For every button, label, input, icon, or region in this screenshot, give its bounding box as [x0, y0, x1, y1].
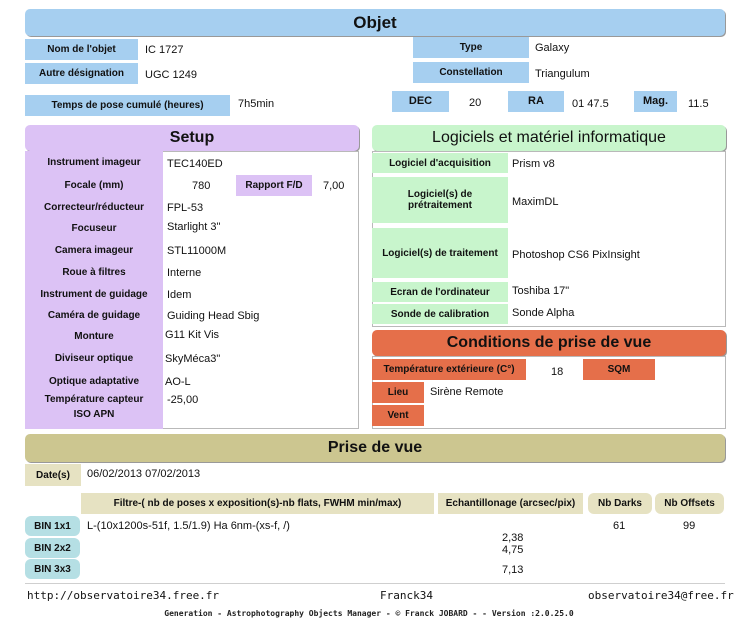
constellation-value: Triangulum — [535, 68, 590, 80]
constellation-label: Constellation — [413, 62, 529, 83]
setup-value: Guiding Head Sbig — [167, 310, 260, 322]
rapport-fd-value: 7,00 — [323, 180, 345, 192]
bin-3x3-label: BIN 3x3 — [25, 559, 80, 579]
setup-label: Focuseur — [71, 222, 117, 234]
logiciel-value: Photoshop CS6 PixInsight — [512, 249, 640, 261]
setup-value: G11 Kit Vis — [165, 329, 220, 341]
setup-value: 780 — [192, 180, 211, 192]
temperature-exterieure-label: Température extérieure (C°) — [372, 359, 526, 380]
prise-de-vue-header: Prise de vue — [25, 434, 725, 462]
setup-label: Optique adaptative — [48, 375, 139, 387]
temps-pose-value: 7h5min — [238, 98, 275, 110]
setup-label: ISO APN — [73, 408, 115, 420]
dates-value: 06/02/2013 07/02/2013 — [87, 468, 201, 480]
logiciel-label: Logiciel d'acquisition — [372, 153, 508, 173]
setup-value: Starlight 3" — [167, 221, 221, 233]
type-label: Type — [413, 37, 529, 58]
col-nb-offsets-header: Nb Offsets — [655, 493, 724, 514]
autre-designation-label: Autre désignation — [25, 63, 138, 84]
type-value: Galaxy — [535, 42, 570, 54]
footer-author: Franck34 — [380, 589, 433, 602]
conditions-header: Conditions de prise de vue — [372, 330, 726, 356]
dec-label: DEC — [392, 91, 449, 112]
setup-value: SkyMéca3" — [165, 353, 221, 365]
mag-label: Mag. — [634, 91, 677, 112]
bin-1x1-label: BIN 1x1 — [25, 516, 80, 536]
setup-label: Roue à filtres — [62, 266, 126, 278]
setup-label: Monture — [74, 330, 114, 342]
setup-value: -25,00 — [167, 394, 199, 406]
col-echantillonnage-header: Echantillonage (arcsec/pix) — [438, 493, 583, 514]
rapport-fd-label: Rapport F/D — [236, 175, 312, 196]
filtre-value: L-(10x1200s-51f, 1.5/1.9) Ha 6nm-(xs-f, … — [87, 520, 290, 532]
logiciel-label: Logiciel(s) de prétraitement — [372, 177, 508, 223]
setup-header: Setup — [25, 125, 359, 151]
dec-value: 20 — [469, 97, 482, 109]
col-nb-darks-header: Nb Darks — [588, 493, 652, 514]
footer-website-link[interactable]: http://observatoire34.free.fr — [27, 589, 220, 602]
logiciel-label: Ecran de l'ordinateur — [372, 282, 508, 302]
logiciel-label: Sonde de calibration — [372, 304, 508, 324]
logiciels-header: Logiciels et matériel informatique — [372, 125, 726, 151]
objet-header: Objet — [25, 9, 725, 36]
bin-2x2-label: BIN 2x2 — [25, 538, 80, 558]
ra-label: RA — [508, 91, 564, 112]
setup-label: Correcteur/réducteur — [43, 201, 145, 213]
nom-objet-value: IC 1727 — [145, 44, 184, 56]
footer-divider — [25, 583, 725, 584]
setup-label: Camera imageur — [54, 244, 134, 256]
echantillonnage-2x2: 4,75 — [502, 544, 524, 556]
setup-label: Caméra de guidage — [47, 309, 141, 321]
echantillonnage-3x3: 7,13 — [502, 564, 524, 576]
autre-designation-value: UGC 1249 — [145, 69, 197, 81]
nb-darks-value: 61 — [613, 520, 626, 532]
logiciel-value: Toshiba 17" — [512, 285, 570, 297]
logiciel-label: Logiciel(s) de traitement — [372, 228, 508, 278]
setup-value: Idem — [167, 289, 192, 301]
setup-label: Diviseur optique — [54, 352, 134, 364]
dates-label: Date(s) — [25, 464, 81, 486]
setup-label-column — [25, 151, 163, 429]
vent-label: Vent — [372, 405, 424, 426]
setup-value: STL11000M — [167, 245, 227, 257]
footer-email-link[interactable]: observatoire34@free.fr — [588, 589, 734, 602]
nom-objet-label: Nom de l'objet — [25, 39, 138, 60]
logiciel-value: Sonde Alpha — [512, 307, 575, 319]
echantillonnage-1x1: 2,38 — [502, 532, 524, 544]
mag-value: 11.5 — [688, 98, 709, 110]
setup-label: Instrument imageur — [47, 156, 141, 168]
setup-value: TEC140ED — [167, 158, 223, 170]
nb-offsets-value: 99 — [683, 520, 696, 532]
col-filtre-header: Filtre-( nb de poses x exposition(s)-nb … — [81, 493, 434, 514]
sqm-label: SQM — [583, 359, 655, 380]
logiciel-value: Prism v8 — [512, 158, 555, 170]
setup-value: Interne — [167, 267, 202, 279]
lieu-value: Sirène Remote — [430, 386, 504, 398]
setup-value: AO-L — [165, 376, 191, 388]
setup-value: FPL-53 — [167, 202, 204, 214]
ra-value: 01 47.5 — [572, 98, 609, 110]
lieu-label: Lieu — [372, 382, 424, 403]
footer-generation-note: Generation - Astrophotography Objects Ma… — [164, 609, 574, 618]
setup-label: Focale (mm) — [64, 179, 124, 191]
logiciel-value: MaximDL — [512, 196, 559, 208]
temperature-exterieure-value: 18 — [551, 366, 564, 378]
setup-label: Température capteur — [44, 393, 144, 405]
temps-pose-label: Temps de pose cumulé (heures) — [25, 95, 230, 116]
setup-label: Instrument de guidage — [40, 288, 148, 300]
